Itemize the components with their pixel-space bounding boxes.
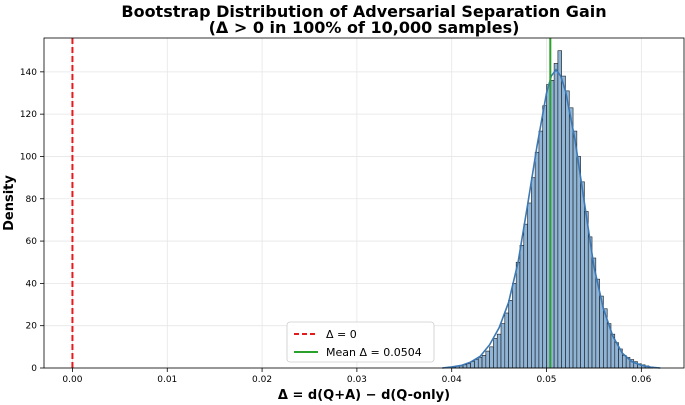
histogram-bar-6 — [474, 359, 479, 369]
histogram-bar-24 — [542, 105, 547, 369]
x-tick-label-5: 0.05 — [536, 375, 556, 385]
histogram-bar-20 — [527, 202, 532, 369]
y-tick-label-4: 80 — [26, 195, 38, 205]
histogram-bar-21 — [531, 177, 536, 369]
histogram-bar-33 — [576, 156, 581, 369]
histogram-bar-34 — [580, 181, 585, 369]
plot-frame — [43, 37, 685, 369]
kde-curve — [442, 68, 661, 369]
x-tick-label-1: 0.01 — [157, 375, 177, 385]
y-tick-label-1: 20 — [26, 322, 38, 332]
y-tick-label-7: 140 — [20, 68, 37, 78]
y-tick-label-5: 100 — [20, 152, 37, 162]
histogram-bar-12 — [496, 333, 502, 369]
legend-entry-zero-line: Δ = 0 — [326, 328, 357, 341]
histogram-bars — [451, 50, 654, 369]
histogram-bar-16 — [512, 283, 517, 369]
histogram-bar-18 — [519, 245, 525, 369]
y-tick-label-0: 0 — [31, 364, 37, 374]
histogram-bar-27 — [553, 63, 559, 369]
histogram-bar-23 — [538, 130, 544, 369]
histogram-bar-35 — [584, 211, 589, 369]
histogram-bar-22 — [534, 151, 540, 369]
y-tick-label-6: 120 — [20, 110, 37, 120]
y-tick-label-3: 60 — [26, 237, 38, 247]
chart-title: Bootstrap Distribution of Adversarial Se… — [121, 2, 606, 21]
x-axis-ticks: 0.00 0.01 0.02 0.03 0.04 0.05 0.06 — [62, 368, 652, 385]
x-tick-label-3: 0.03 — [347, 375, 367, 385]
y-axis-label: Density — [2, 175, 17, 231]
x-tick-label-2: 0.02 — [252, 375, 272, 385]
histogram-bar-19 — [523, 223, 528, 369]
histogram-bar-13 — [500, 323, 506, 369]
histogram-bar-11 — [493, 338, 498, 369]
x-tick-label-6: 0.06 — [631, 375, 651, 385]
y-tick-label-2: 40 — [26, 279, 38, 289]
reference-lines — [71, 38, 552, 368]
x-tick-label-0: 0.00 — [62, 375, 82, 385]
histogram-bar-4 — [466, 363, 471, 369]
histogram-bar-15 — [508, 300, 513, 369]
histogram-bar-28 — [557, 50, 562, 369]
histogram-bar-29 — [561, 75, 566, 369]
histogram-bar-32 — [572, 130, 578, 369]
histogram-bar-45 — [622, 355, 627, 369]
histogram-bar-17 — [515, 261, 521, 369]
histogram-bar-36 — [587, 236, 593, 369]
histogram-bar-31 — [568, 107, 574, 369]
histogram-bar-7 — [477, 357, 483, 369]
chart-subtitle: (Δ > 0 in 100% of 10,000 samples) — [209, 18, 520, 37]
legend-entry-mean-line: Mean Δ = 0.0504 — [326, 346, 422, 359]
kde-curve-group — [442, 68, 661, 369]
y-axis-ticks: 0 20 40 60 80 100 120 140 — [20, 68, 44, 374]
histogram-bar-14 — [504, 312, 509, 369]
x-axis-label: Δ = d(Q+A) − d(Q-only) — [278, 388, 450, 403]
histogram-bar-30 — [565, 90, 570, 369]
histogram-bar-9 — [485, 350, 490, 369]
histogram-bar-8 — [481, 355, 487, 369]
x-tick-label-4: 0.04 — [442, 375, 462, 385]
legend: Δ = 0 Mean Δ = 0.0504 — [286, 321, 435, 363]
legend-box — [286, 321, 435, 363]
histogram-bar-10 — [489, 346, 494, 369]
